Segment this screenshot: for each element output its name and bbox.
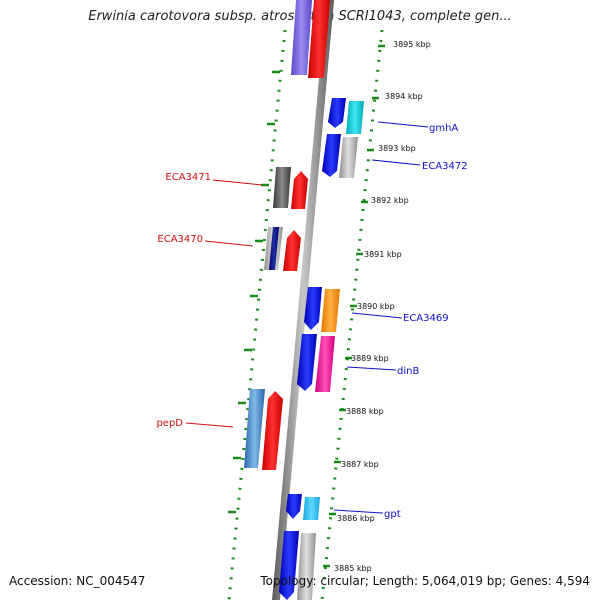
gene-arrow[interactable] bbox=[328, 98, 346, 128]
gene-label-pepD[interactable]: pepD bbox=[156, 418, 183, 429]
kbp-label: 3895 kbp bbox=[393, 40, 431, 49]
gene-label-ECA3472[interactable]: ECA3472 bbox=[422, 161, 468, 172]
inner-major-ticks bbox=[228, 70, 280, 514]
kbp-label: 3886 kbp bbox=[337, 514, 375, 523]
reverse-label-leaders bbox=[185, 179, 263, 428]
kbp-label: 3892 kbp bbox=[371, 196, 409, 205]
gene-arrow[interactable] bbox=[339, 137, 358, 178]
gene-arrow[interactable] bbox=[291, 171, 308, 209]
gene-arrow[interactable] bbox=[303, 497, 320, 520]
kbp-label: 3894 kbp bbox=[385, 92, 423, 101]
gene-arrow[interactable] bbox=[297, 334, 317, 391]
kbp-label: 3885 kbp bbox=[334, 564, 372, 573]
outer-major-ticks bbox=[323, 44, 385, 568]
gene-label-ECA3470[interactable]: ECA3470 bbox=[157, 234, 203, 245]
gene-arrow[interactable] bbox=[297, 533, 316, 600]
gene-arrow[interactable] bbox=[283, 230, 301, 271]
inner-tick-track bbox=[227, 29, 287, 600]
kbp-label: 3891 kbp bbox=[364, 250, 402, 259]
gene-arrow[interactable] bbox=[322, 134, 341, 177]
kbp-label: 3888 kbp bbox=[346, 407, 384, 416]
kbp-label: 3890 kbp bbox=[357, 302, 395, 311]
gene-label-dinB[interactable]: dinB bbox=[397, 366, 419, 377]
gene-label-gpt[interactable]: gpt bbox=[384, 509, 401, 520]
gene-arrow[interactable] bbox=[315, 336, 335, 392]
accession-text: Accession: NC_004547 bbox=[9, 574, 146, 588]
gene-arrow[interactable] bbox=[269, 227, 279, 270]
gene-arrow[interactable] bbox=[273, 167, 291, 208]
gene-arrow[interactable] bbox=[321, 289, 340, 332]
gene-arrow[interactable] bbox=[244, 389, 265, 468]
gene-label-ECA3469[interactable]: ECA3469 bbox=[403, 313, 449, 324]
gene-arrow[interactable] bbox=[286, 494, 302, 519]
gene-arrow[interactable] bbox=[308, 0, 330, 78]
gene-label-ECA3471[interactable]: ECA3471 bbox=[165, 172, 211, 183]
gene-arrow[interactable] bbox=[291, 0, 312, 75]
gene-arrow[interactable] bbox=[262, 391, 283, 470]
forward-label-leaders bbox=[333, 121, 429, 514]
gene-arrow[interactable] bbox=[304, 287, 322, 330]
gene-arrow[interactable] bbox=[346, 101, 364, 134]
gene-label-gmhA[interactable]: gmhA bbox=[429, 123, 458, 134]
kbp-label: 3893 kbp bbox=[378, 144, 416, 153]
kbp-label: 3887 kbp bbox=[341, 460, 379, 469]
topology-text: Topology: circular; Length: 5,064,019 bp… bbox=[260, 574, 590, 588]
genome-backbone bbox=[272, 0, 334, 600]
kbp-label: 3889 kbp bbox=[351, 354, 389, 363]
gene-arrow[interactable] bbox=[279, 531, 299, 600]
